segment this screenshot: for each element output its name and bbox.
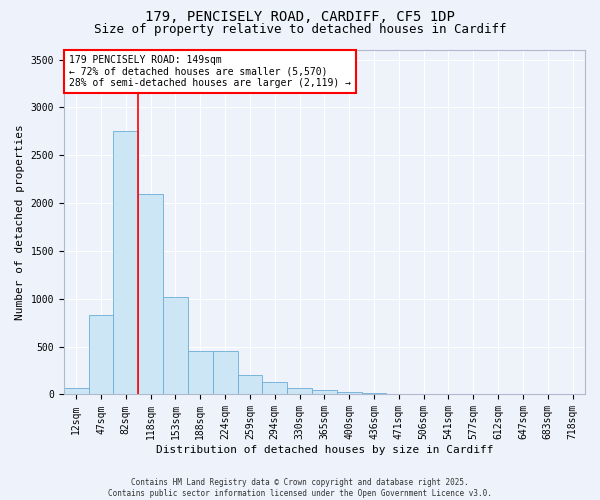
X-axis label: Distribution of detached houses by size in Cardiff: Distribution of detached houses by size …: [155, 445, 493, 455]
Bar: [262, 382, 287, 394]
Bar: [287, 388, 312, 394]
Bar: [212, 352, 238, 395]
Bar: [337, 392, 362, 394]
Bar: [188, 352, 212, 395]
Text: 179, PENCISELY ROAD, CARDIFF, CF5 1DP: 179, PENCISELY ROAD, CARDIFF, CF5 1DP: [145, 10, 455, 24]
Bar: [163, 297, 188, 394]
Text: Contains HM Land Registry data © Crown copyright and database right 2025.
Contai: Contains HM Land Registry data © Crown c…: [108, 478, 492, 498]
Bar: [64, 388, 89, 394]
Text: 179 PENCISELY ROAD: 149sqm
← 72% of detached houses are smaller (5,570)
28% of s: 179 PENCISELY ROAD: 149sqm ← 72% of deta…: [69, 55, 351, 88]
Bar: [312, 390, 337, 394]
Bar: [113, 132, 138, 394]
Bar: [238, 376, 262, 394]
Y-axis label: Number of detached properties: Number of detached properties: [15, 124, 25, 320]
Bar: [138, 194, 163, 394]
Text: Size of property relative to detached houses in Cardiff: Size of property relative to detached ho…: [94, 22, 506, 36]
Bar: [362, 393, 386, 394]
Bar: [89, 315, 113, 394]
